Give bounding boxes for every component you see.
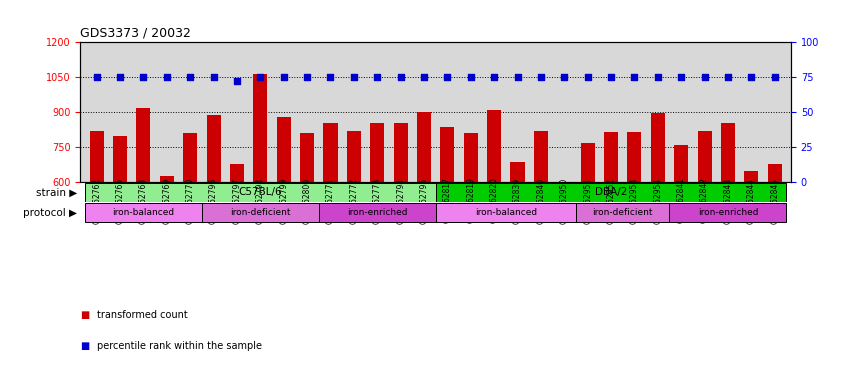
Point: [581, 74, 595, 80]
Point: [206, 74, 220, 80]
Text: iron-deficient: iron-deficient: [230, 208, 291, 217]
Text: ■: ■: [80, 310, 90, 320]
Bar: [371, 123, 384, 182]
Bar: [253, 74, 267, 182]
Point: [90, 74, 103, 80]
Bar: [767, 164, 782, 182]
Bar: [113, 136, 127, 182]
Point: [511, 74, 525, 80]
Point: [441, 74, 454, 80]
Bar: [230, 164, 244, 182]
Point: [628, 74, 641, 80]
Point: [604, 74, 618, 80]
Point: [160, 74, 173, 80]
Bar: [576, 203, 669, 222]
Text: protocol ▶: protocol ▶: [23, 208, 77, 218]
Bar: [323, 123, 338, 182]
Bar: [90, 131, 104, 182]
Bar: [184, 133, 197, 182]
Text: C57BL/6: C57BL/6: [239, 187, 283, 197]
Point: [371, 74, 384, 80]
Bar: [393, 123, 408, 182]
Point: [558, 74, 571, 80]
Point: [347, 74, 360, 80]
Point: [721, 74, 734, 80]
Bar: [417, 112, 431, 182]
Bar: [669, 203, 786, 222]
Point: [534, 74, 547, 80]
Bar: [85, 203, 202, 222]
Bar: [202, 203, 319, 222]
Point: [744, 74, 758, 80]
Point: [651, 74, 664, 80]
Bar: [277, 117, 291, 182]
Text: strain ▶: strain ▶: [36, 187, 77, 197]
Bar: [604, 132, 618, 182]
Point: [137, 74, 151, 80]
Text: iron-balanced: iron-balanced: [475, 208, 537, 217]
Text: iron-enriched: iron-enriched: [698, 208, 758, 217]
Point: [417, 74, 431, 80]
Bar: [136, 108, 151, 182]
Point: [184, 74, 197, 80]
Bar: [697, 131, 711, 182]
Text: DBA/2: DBA/2: [595, 187, 627, 197]
Bar: [85, 183, 436, 202]
Bar: [651, 113, 665, 182]
Bar: [464, 133, 478, 182]
Bar: [744, 170, 758, 182]
Bar: [319, 203, 436, 222]
Bar: [487, 110, 501, 182]
Point: [464, 74, 477, 80]
Bar: [206, 114, 221, 182]
Text: percentile rank within the sample: percentile rank within the sample: [97, 341, 262, 351]
Point: [277, 74, 290, 80]
Bar: [580, 142, 595, 182]
Bar: [436, 203, 576, 222]
Point: [487, 74, 501, 80]
Point: [698, 74, 711, 80]
Point: [394, 74, 408, 80]
Bar: [441, 127, 454, 182]
Bar: [436, 183, 786, 202]
Text: iron-balanced: iron-balanced: [113, 208, 174, 217]
Point: [254, 74, 267, 80]
Point: [674, 74, 688, 80]
Bar: [510, 162, 525, 182]
Bar: [160, 176, 174, 182]
Point: [768, 74, 782, 80]
Bar: [628, 132, 641, 182]
Point: [230, 78, 244, 84]
Text: transformed count: transformed count: [97, 310, 188, 320]
Text: ■: ■: [80, 341, 90, 351]
Bar: [534, 131, 548, 182]
Text: iron-deficient: iron-deficient: [592, 208, 653, 217]
Text: iron-enriched: iron-enriched: [347, 208, 408, 217]
Bar: [674, 145, 688, 182]
Point: [113, 74, 127, 80]
Point: [300, 74, 314, 80]
Bar: [721, 123, 735, 182]
Bar: [347, 131, 361, 182]
Text: GDS3373 / 20032: GDS3373 / 20032: [80, 26, 191, 40]
Point: [324, 74, 338, 80]
Bar: [300, 133, 314, 182]
